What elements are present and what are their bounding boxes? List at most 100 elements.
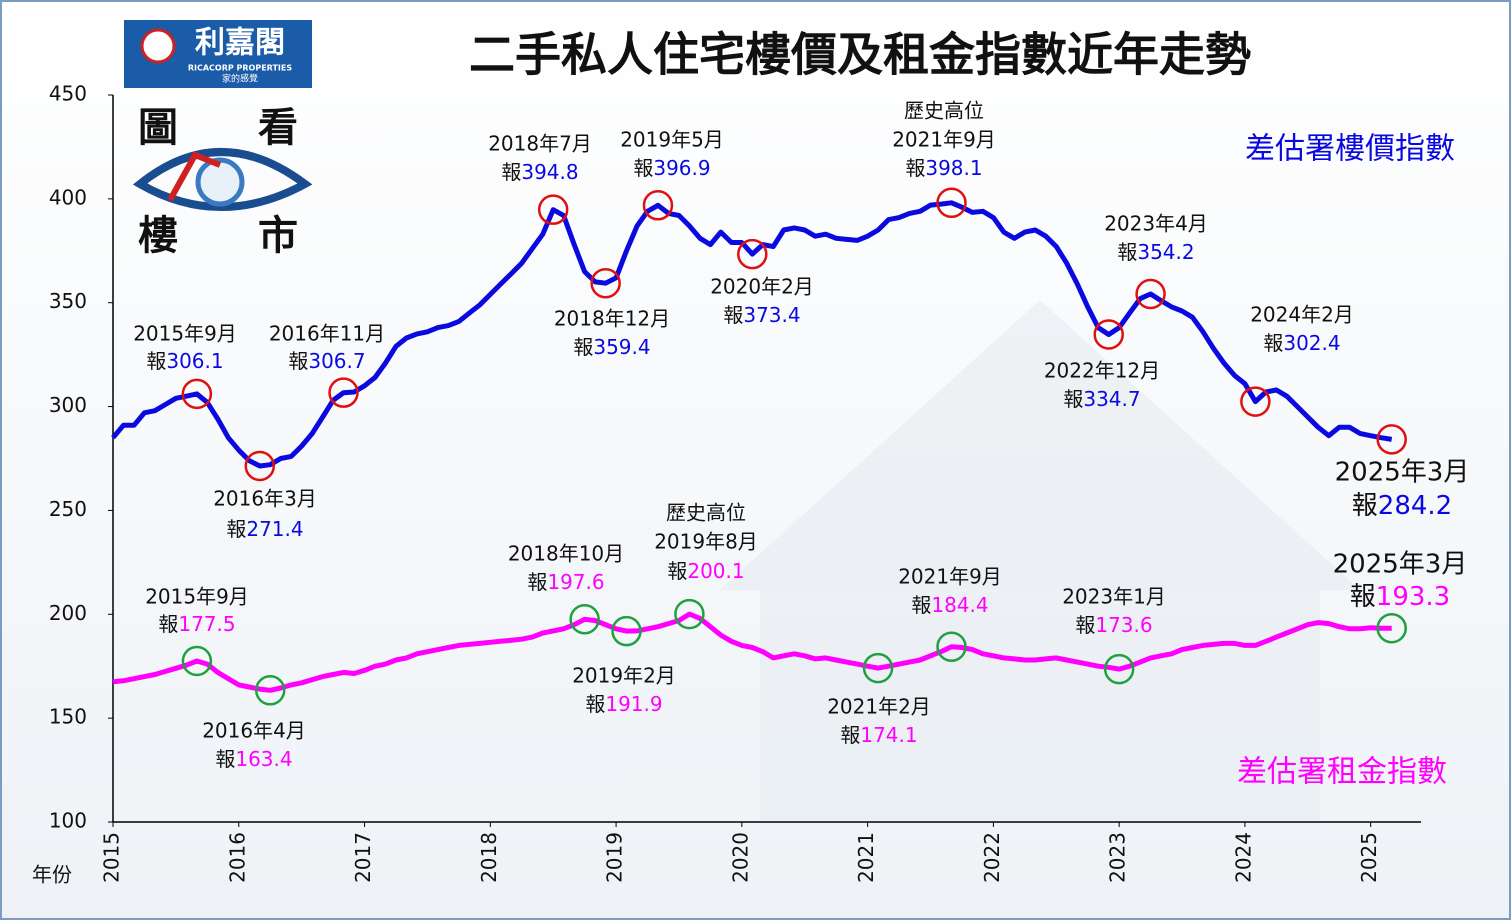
annotation-number: 200.1 bbox=[687, 559, 744, 583]
annotation-number: 191.9 bbox=[605, 692, 662, 716]
annotation-value: 報200.1 bbox=[667, 559, 744, 583]
annotation-date: 2019年5月 bbox=[620, 128, 724, 152]
y-tick-label: 200 bbox=[49, 601, 87, 625]
annotation-date: 2022年12月 bbox=[1044, 359, 1160, 383]
y-tick-label: 100 bbox=[49, 809, 87, 833]
x-tick-label: 2019 bbox=[603, 832, 627, 883]
y-tick-label: 150 bbox=[49, 705, 87, 729]
annotation-number: 396.9 bbox=[653, 156, 710, 180]
x-tick-label: 2021 bbox=[854, 832, 878, 883]
annotation-marker bbox=[244, 450, 276, 482]
annotation-number: 334.7 bbox=[1083, 387, 1140, 411]
y-tick-label: 450 bbox=[49, 82, 87, 106]
logo-mark bbox=[140, 28, 176, 64]
annotation-prefix: 報 bbox=[146, 349, 166, 373]
y-tick-label: 400 bbox=[49, 185, 87, 209]
annotation-number: 177.5 bbox=[178, 612, 235, 636]
annotation-date: 2018年7月 bbox=[488, 132, 592, 156]
annotation-value: 報354.2 bbox=[1117, 240, 1194, 264]
annotation-prefix: 報 bbox=[1063, 387, 1083, 411]
annotation-number: 173.6 bbox=[1095, 613, 1152, 637]
series-label: 差估署租金指數 bbox=[1237, 755, 1447, 790]
annotation-marker bbox=[642, 190, 674, 221]
annotation-number: 193.3 bbox=[1376, 582, 1450, 612]
annotation-prefix: 報 bbox=[1352, 491, 1378, 521]
logo-slogan: 家的感覺 bbox=[222, 73, 258, 85]
annotation-date: 2018年12月 bbox=[554, 307, 670, 331]
annotation-number: 306.7 bbox=[308, 349, 365, 373]
x-tick-label: 2016 bbox=[225, 832, 249, 883]
x-tick-label: 2020 bbox=[728, 832, 752, 883]
annotation-number: 302.4 bbox=[1283, 331, 1340, 355]
x-tick-label: 2022 bbox=[980, 832, 1004, 883]
y-tick-label: 250 bbox=[49, 497, 87, 521]
annotation-marker bbox=[328, 377, 359, 408]
annotation-prefix: 報 bbox=[527, 570, 547, 594]
annotation-date: 2025年3月 bbox=[1335, 458, 1470, 488]
annotation-note: 歷史高位 bbox=[904, 99, 984, 123]
eye bbox=[132, 148, 313, 211]
annotation-date: 2021年9月 bbox=[898, 565, 1002, 589]
annotation-date: 2018年10月 bbox=[508, 542, 624, 566]
annotation-date: 2021年9月 bbox=[892, 128, 996, 152]
annotation-prefix: 報 bbox=[840, 723, 860, 747]
annotation-number: 197.6 bbox=[547, 570, 604, 594]
annotation-date: 2025年3月 bbox=[1333, 550, 1468, 580]
annotation-number: 174.1 bbox=[860, 723, 917, 747]
annotation-value: 報334.7 bbox=[1063, 387, 1140, 411]
annotation-date: 2019年2月 bbox=[572, 664, 676, 688]
annotation-prefix: 報 bbox=[1263, 331, 1283, 355]
annotation-value: 報191.9 bbox=[585, 692, 662, 716]
annotation-value: 報271.4 bbox=[226, 517, 303, 541]
annotation-marker bbox=[537, 194, 569, 225]
annotation-date: 2024年2月 bbox=[1250, 303, 1354, 327]
annotation-value: 報396.9 bbox=[633, 156, 710, 180]
annotation-number: 163.4 bbox=[235, 747, 292, 771]
annotation-value: 報177.5 bbox=[158, 612, 235, 636]
annotation-prefix: 報 bbox=[158, 612, 178, 636]
logo-word: 圖 bbox=[138, 105, 178, 151]
annotation-prefix: 報 bbox=[215, 747, 235, 771]
annotation-marker bbox=[611, 615, 642, 647]
annotation-marker bbox=[1135, 278, 1166, 310]
eye-pupil bbox=[195, 157, 245, 207]
annotation-prefix: 報 bbox=[226, 517, 246, 541]
x-tick-label: 2018 bbox=[477, 832, 501, 883]
annotation-marker bbox=[569, 604, 600, 635]
annotation-date: 2016年3月 bbox=[213, 487, 317, 511]
logo-word: 樓 bbox=[138, 213, 178, 259]
annotation-prefix: 報 bbox=[667, 559, 687, 583]
annotation-prefix: 報 bbox=[573, 335, 593, 359]
annotation-date: 2020年2月 bbox=[710, 275, 814, 299]
annotation-number: 359.4 bbox=[593, 335, 650, 359]
annotation-prefix: 報 bbox=[288, 349, 308, 373]
series-line bbox=[112, 611, 1392, 693]
annotation-value: 報306.1 bbox=[146, 349, 223, 373]
x-tick-label: 2023 bbox=[1106, 832, 1130, 883]
annotation-value: 報174.1 bbox=[840, 723, 917, 747]
annotation-prefix: 報 bbox=[1350, 582, 1376, 612]
annotation-marker bbox=[862, 652, 894, 684]
logo-english: RICACORP PROPERTIES bbox=[188, 64, 293, 73]
annotation-prefix: 報 bbox=[633, 156, 653, 180]
annotation-value: 報373.4 bbox=[723, 303, 800, 327]
annotation-value: 報163.4 bbox=[215, 747, 292, 771]
series-line bbox=[111, 200, 1393, 469]
y-tick-label: 300 bbox=[49, 393, 87, 417]
annotation-date: 2016年11月 bbox=[269, 322, 385, 346]
annotation-value: 報306.7 bbox=[288, 349, 365, 373]
annotation-value: 報284.2 bbox=[1352, 491, 1452, 521]
annotation-prefix: 報 bbox=[1075, 613, 1095, 637]
x-tick-label: 2025 bbox=[1357, 832, 1381, 883]
annotation-marker bbox=[1376, 612, 1407, 644]
annotation-marker bbox=[737, 238, 768, 270]
series-label: 差估署樓價指數 bbox=[1245, 132, 1455, 167]
annotation-prefix: 報 bbox=[905, 156, 925, 180]
chart-title: 二手私人住宅樓價及租金指數近年走勢 bbox=[469, 28, 1251, 82]
annotation-prefix: 報 bbox=[585, 692, 605, 716]
annotation-marker bbox=[1376, 424, 1407, 455]
logo-word: 看 bbox=[258, 105, 298, 151]
annotation-number: 398.1 bbox=[925, 156, 982, 180]
annotation-number: 394.8 bbox=[521, 160, 578, 184]
annotation-marker bbox=[1240, 386, 1271, 417]
